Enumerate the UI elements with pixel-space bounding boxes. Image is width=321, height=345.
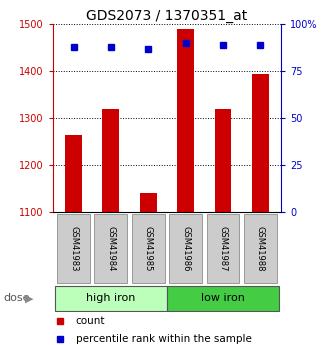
Title: GDS2073 / 1370351_at: GDS2073 / 1370351_at — [86, 9, 247, 23]
Text: ▶: ▶ — [25, 294, 33, 303]
Text: GSM41986: GSM41986 — [181, 226, 190, 271]
FancyBboxPatch shape — [167, 286, 279, 311]
Text: low iron: low iron — [201, 294, 245, 303]
Bar — [65, 135, 82, 212]
Text: count: count — [76, 316, 105, 326]
Bar — [252, 73, 269, 212]
FancyBboxPatch shape — [94, 214, 127, 283]
Text: GSM41985: GSM41985 — [144, 226, 153, 271]
Text: GSM41983: GSM41983 — [69, 226, 78, 271]
Bar — [102, 109, 119, 212]
Text: dose: dose — [3, 294, 30, 303]
Text: GSM41988: GSM41988 — [256, 226, 265, 271]
Text: percentile rank within the sample: percentile rank within the sample — [76, 334, 252, 344]
Bar — [177, 29, 194, 212]
Text: GSM41984: GSM41984 — [106, 226, 115, 271]
FancyBboxPatch shape — [169, 214, 202, 283]
Text: GSM41987: GSM41987 — [219, 226, 228, 271]
Text: high iron: high iron — [86, 294, 135, 303]
FancyBboxPatch shape — [244, 214, 277, 283]
FancyBboxPatch shape — [55, 286, 167, 311]
Bar — [214, 109, 231, 212]
FancyBboxPatch shape — [206, 214, 239, 283]
FancyBboxPatch shape — [57, 214, 90, 283]
FancyBboxPatch shape — [132, 214, 165, 283]
Bar — [140, 193, 157, 212]
